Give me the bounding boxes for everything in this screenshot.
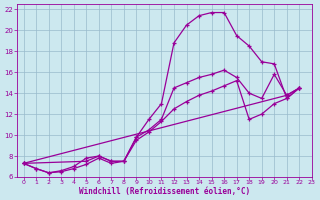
X-axis label: Windchill (Refroidissement éolien,°C): Windchill (Refroidissement éolien,°C) bbox=[79, 187, 250, 196]
